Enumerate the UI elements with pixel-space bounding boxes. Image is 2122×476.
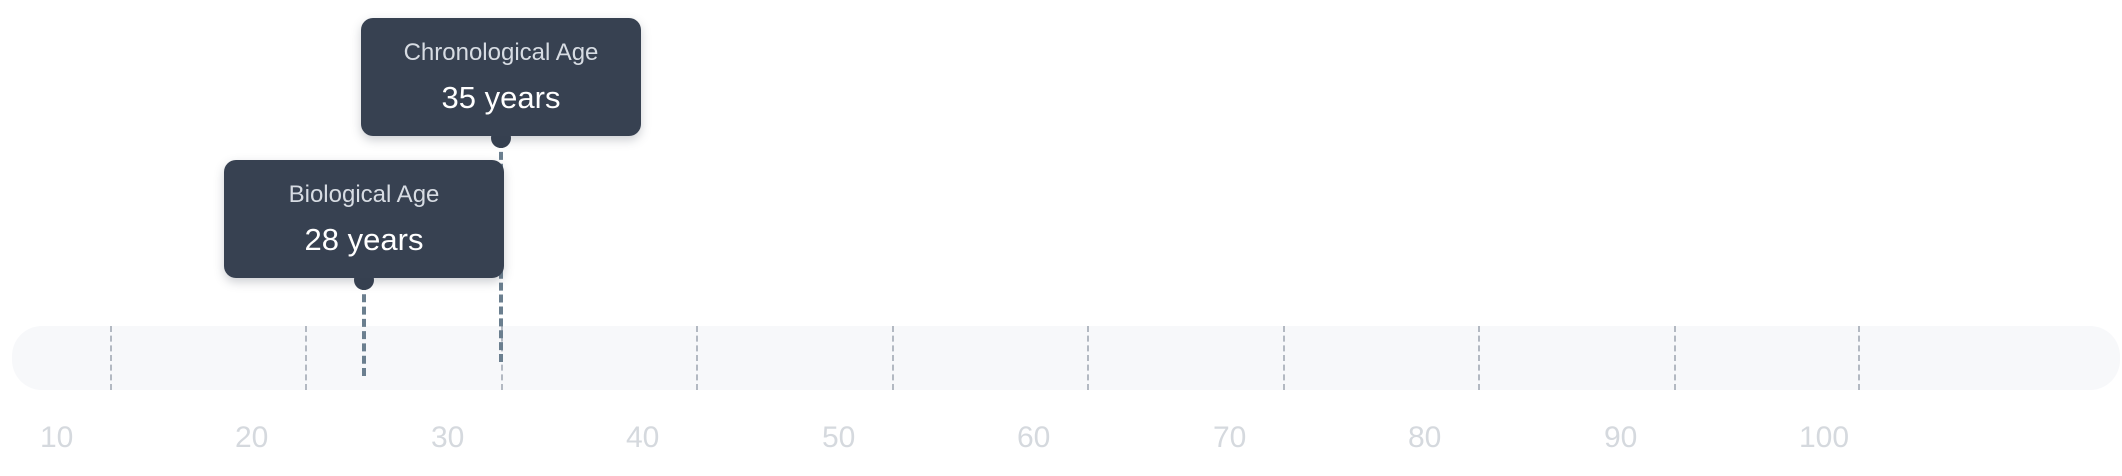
tick-label: 70: [1213, 421, 1247, 454]
chronological-age-value: 35 years: [441, 80, 561, 115]
gridline: [110, 326, 112, 390]
tick-label: 20: [235, 421, 269, 454]
tick-label: 10: [40, 421, 74, 454]
tick-label: 90: [1604, 421, 1638, 454]
tick-label: 100: [1799, 421, 1850, 454]
biological-age-label: Biological Age: [288, 181, 440, 208]
gridline: [1087, 326, 1089, 390]
tick-label: 50: [822, 421, 856, 454]
chronological-age-callout: Chronological Age 35 years: [361, 18, 641, 136]
gridline: [892, 326, 894, 390]
biological-age-value: 28 years: [304, 222, 424, 257]
tick-label: 30: [431, 421, 465, 454]
tick-label: 80: [1408, 421, 1442, 454]
tick-label: 40: [626, 421, 660, 454]
gridline: [696, 326, 698, 390]
chronological-age-label: Chronological Age: [403, 39, 599, 66]
biological-age-callout: Biological Age 28 years: [224, 160, 504, 278]
gridline: [1283, 326, 1285, 390]
gridline: [305, 326, 307, 390]
timeline-track: [12, 326, 2120, 390]
gridline: [1674, 326, 1676, 390]
gridline: [1478, 326, 1480, 390]
gridline: [1858, 326, 1860, 390]
tick-label: 60: [1017, 421, 1051, 454]
biological-age-marker-line: [362, 282, 366, 376]
